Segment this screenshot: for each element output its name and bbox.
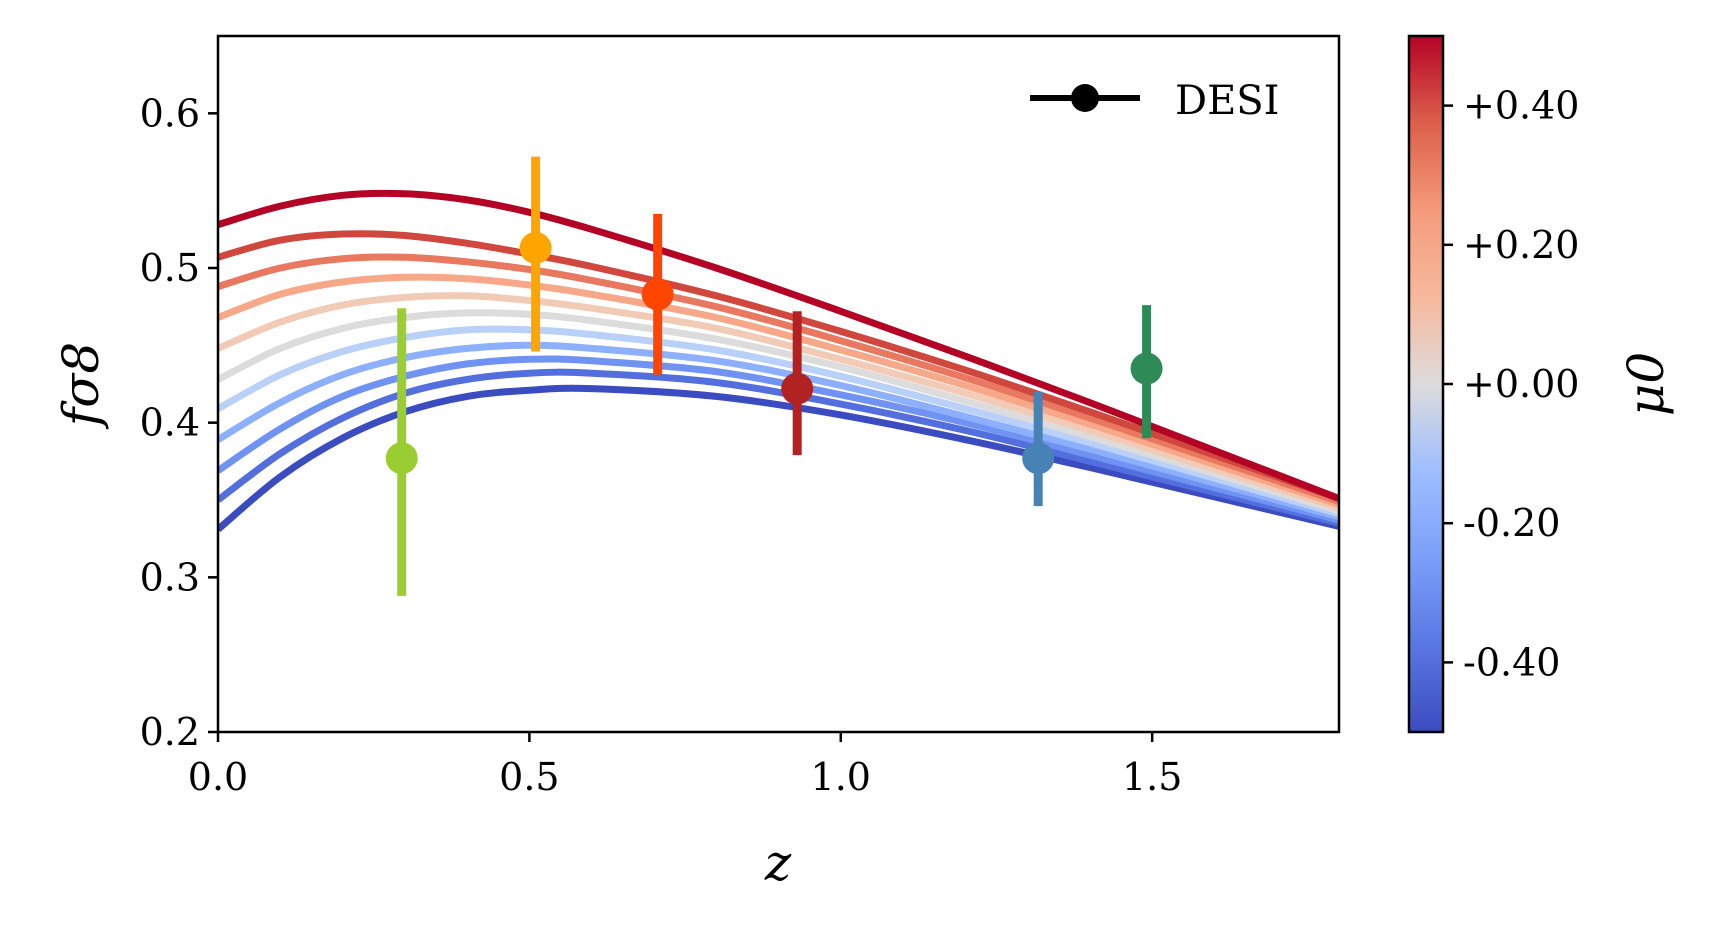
x-axis-label: z — [764, 834, 792, 892]
colorbar-ticks: +0.40 +0.20 +0.00 -0.20 -0.40 — [1443, 84, 1579, 684]
x-tick-label: 1.5 — [1122, 755, 1182, 799]
model-curve — [218, 292, 1339, 512]
data-point — [641, 278, 674, 311]
colorbar: +0.40 +0.20 +0.00 -0.20 -0.40 μ0 — [1407, 34, 1675, 734]
data-point — [385, 442, 418, 475]
model-curve — [218, 230, 1339, 502]
colorbar-gradient — [1407, 34, 1445, 734]
colorbar-tick-label: -0.20 — [1463, 501, 1560, 545]
legend: DESI — [1030, 78, 1279, 124]
colorbar-tick-label: +0.40 — [1463, 84, 1579, 128]
y-tick-label: 0.4 — [140, 401, 200, 445]
y-tick-label: 0.6 — [140, 91, 200, 135]
colorbar-tick-label: +0.20 — [1463, 223, 1579, 267]
data-point — [1130, 352, 1163, 385]
model-curve — [218, 189, 1339, 502]
x-axis-ticks: 0.0 0.5 1.0 1.5 — [188, 732, 1182, 799]
model-curve — [218, 253, 1339, 505]
model-curve — [218, 368, 1339, 527]
x-tick-label: 1.0 — [811, 755, 871, 799]
desi-data-points — [385, 156, 1163, 596]
model-curve — [218, 384, 1339, 533]
y-axis-label: fσ8 — [52, 342, 110, 430]
model-curve — [218, 309, 1339, 515]
data-point — [781, 372, 814, 405]
model-curve — [218, 325, 1339, 518]
plot-frame — [216, 34, 1341, 734]
model-curves — [218, 189, 1339, 533]
x-tick-label: 0.5 — [499, 755, 559, 799]
y-axis-ticks: 0.2 0.3 0.4 0.5 0.6 — [140, 91, 218, 754]
x-tick-label: 0.0 — [188, 755, 248, 799]
data-point — [1022, 442, 1055, 475]
data-point — [519, 231, 552, 264]
model-curve — [218, 273, 1339, 508]
colorbar-tick-label: +0.00 — [1463, 362, 1579, 406]
model-curve — [218, 355, 1339, 524]
y-tick-label: 0.5 — [140, 246, 200, 290]
legend-label: DESI — [1175, 78, 1279, 124]
legend-marker — [1071, 84, 1099, 112]
colorbar-tick-label: -0.40 — [1463, 640, 1560, 684]
colorbar-label: μ0 — [1617, 352, 1675, 416]
model-curve — [218, 341, 1339, 521]
y-tick-label: 0.2 — [140, 710, 200, 754]
y-tick-label: 0.3 — [140, 555, 200, 599]
